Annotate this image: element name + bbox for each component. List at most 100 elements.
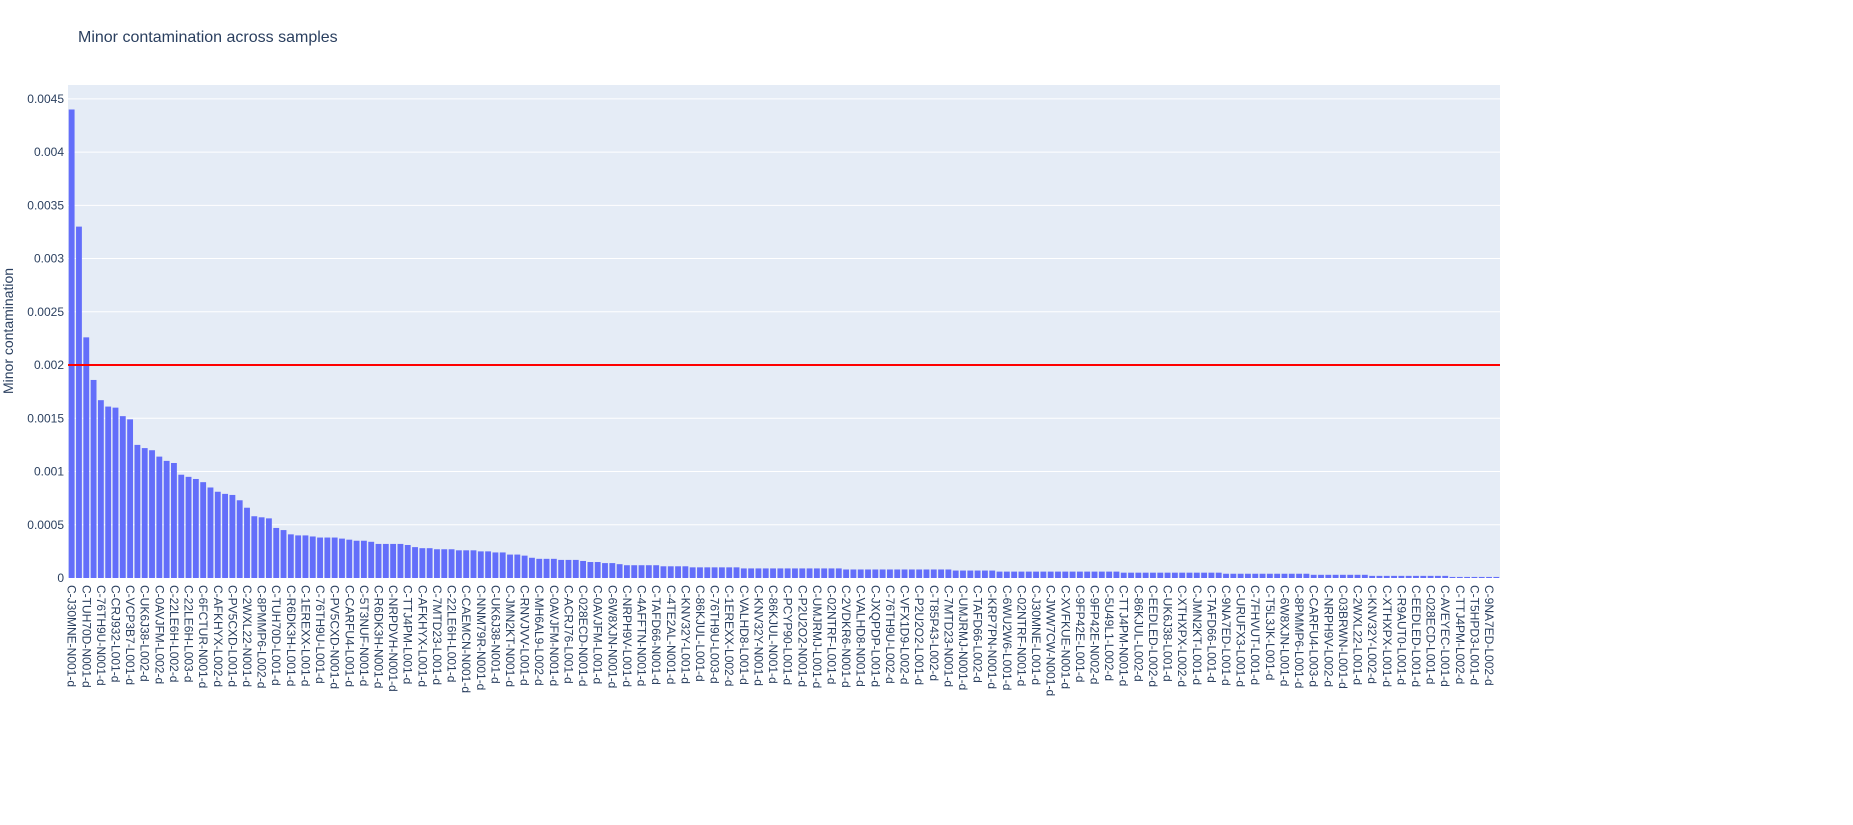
bar [1223,573,1229,578]
x-tick-label: C-76TH9U-N001-d [94,585,108,686]
y-tick-label: 0.0025 [27,305,64,319]
bar [689,567,696,578]
bar [813,568,820,578]
bar [1405,575,1412,578]
bar [119,416,126,578]
bar [163,460,170,578]
x-tick-label: C-5T3NUF-N001-d [357,585,371,686]
x-tick-label: C-2WXL22-L001-d [1351,585,1365,685]
bar [295,535,302,578]
bar [134,444,141,578]
bar [1128,572,1134,578]
bar [1464,576,1471,578]
bar [1084,571,1091,578]
bar [397,543,404,578]
bar [317,537,323,578]
bar [1106,571,1113,578]
bar [952,570,959,578]
x-tick-label: C-CRJ932-L001-d [108,585,122,682]
x-tick-label: C-PV5CXD-N001-d [328,585,342,689]
bar [441,549,448,578]
x-tick-label: C-2WXL22-N001-d [240,585,254,687]
bar [302,535,309,578]
bar [806,568,813,578]
bar [1376,575,1383,578]
x-tick-label: C-4TE2AL-N001-d [664,585,678,684]
x-tick-label: C-R6DK3H-L001-d [284,585,298,686]
bar [558,559,565,578]
bar [1325,574,1332,578]
x-tick-label: C-RNVJVV-L001-d [518,585,532,686]
x-tick-label: C-NRPDVH-N001-d [386,585,400,692]
bar [76,226,82,578]
bar [631,565,638,578]
x-tick-label: C-KRP7PN-N001-d [985,585,999,689]
bar [178,474,185,578]
bar [156,456,163,578]
y-tick-label: 0.002 [34,358,64,372]
x-tick-label: C-86KJUL-L002-d [1131,585,1145,682]
x-tick-label: C-6W8XJN-L001-d [1277,585,1291,686]
bar [426,548,433,578]
x-tick-label: C-0AVJFM-L002-d [152,585,166,684]
bar [412,547,418,578]
bar [653,565,660,578]
bar [697,567,703,578]
bar [1157,572,1164,578]
x-tick-label: C-1EREXX-L002-d [722,585,736,686]
bar [602,563,608,578]
bar [1230,573,1237,578]
x-tick-label: C-UK6J38-N001-d [488,585,502,684]
bar [171,463,177,578]
bar [1237,573,1244,578]
bar [565,559,572,578]
bar [68,109,75,578]
bar [1252,573,1259,578]
y-tick-label: 0.004 [34,145,64,159]
x-tick-label: C-CAEMCN-N001-d [459,585,473,693]
x-tick-label: C-NRPH9V-L002-d [1321,585,1335,687]
bar [762,568,769,578]
x-tick-label: C-PCYP90-L001-d [781,585,795,685]
bar [645,565,652,578]
y-tick-label: 0.0005 [27,518,64,532]
bar [704,567,711,578]
bar [360,540,367,578]
bar [1033,571,1039,578]
bar [222,493,229,578]
bar [192,478,199,578]
bar [265,518,272,578]
bar [1478,576,1485,578]
bar [499,552,506,578]
bar [1120,572,1127,578]
x-tick-label: C-76TH9U-L001-d [313,585,327,684]
bar [353,540,360,578]
bar [580,560,587,578]
bar [667,566,674,578]
bar [1369,575,1376,578]
bar [675,566,681,578]
x-tick-label: C-NRPH9V-L001-d [620,585,634,687]
bar [463,550,470,578]
bar [1391,575,1397,578]
bar [1193,572,1200,578]
bar [97,400,104,578]
bar [967,570,974,578]
bar [470,550,477,578]
bar [1098,571,1105,578]
x-tick-label: C-TAFD66-N001-d [649,585,663,685]
x-tick-label: C-UMJRMJ-N001-d [956,585,970,690]
bar [1245,573,1251,578]
bar [514,554,521,578]
bar [799,568,806,578]
x-tick-label: C-EEDLED-L001-d [1409,585,1423,687]
bar [1493,576,1500,578]
bar [507,554,513,578]
bar [1266,573,1273,578]
bar [865,569,871,578]
x-tick-label: C-0AVJFM-N001-d [547,585,561,686]
bar [733,567,740,578]
bar [660,566,667,578]
y-tick-label: 0.0015 [27,411,64,425]
